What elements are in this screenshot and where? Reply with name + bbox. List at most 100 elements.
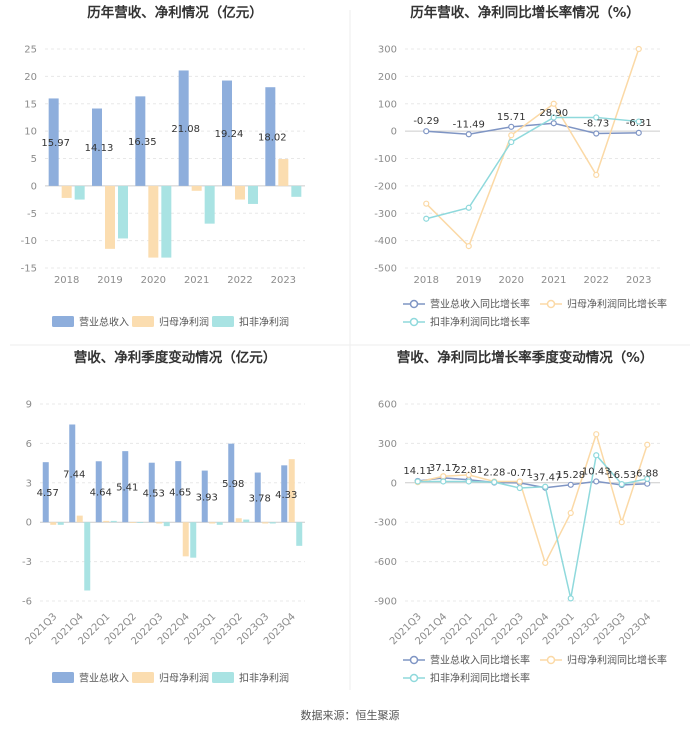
bar-revenue xyxy=(281,465,288,523)
legend-label-net-profit: 归母净利润同比增长率 xyxy=(567,654,667,667)
bar-value-label: 4.64 xyxy=(90,488,112,499)
point-deducted xyxy=(508,138,515,146)
y-tick-label: -3 xyxy=(22,557,32,568)
legend-swatch-deducted xyxy=(212,316,234,327)
point-net-profit xyxy=(593,431,600,438)
legend-marker-net-profit xyxy=(546,655,556,665)
bar-value-label: 3.93 xyxy=(196,492,218,503)
bar-value-label: 4.53 xyxy=(143,488,165,499)
line-value-label: 28.90 xyxy=(539,108,568,119)
bar-revenue xyxy=(175,461,182,523)
bar-deducted xyxy=(216,522,223,525)
bar-net-profit xyxy=(129,522,136,523)
line-value-label: -0.29 xyxy=(413,116,439,127)
point-deducted xyxy=(465,204,472,211)
bar-net-profit xyxy=(288,459,295,523)
point-net-profit xyxy=(644,441,651,448)
bar-net-profit xyxy=(148,185,159,258)
point-net-profit xyxy=(423,200,430,207)
point-net-profit xyxy=(440,473,447,480)
line-value-label: -37.47 xyxy=(529,473,561,484)
point-net-profit xyxy=(465,243,472,250)
bar-value-label: 16.35 xyxy=(128,137,157,148)
x-tick-label: 2023 xyxy=(271,275,296,286)
point-revenue xyxy=(567,481,574,488)
chart-title-3: 营收、净利同比增长率季度变动情况（%） xyxy=(397,349,654,366)
point-deducted xyxy=(567,595,574,602)
bar-net-profit xyxy=(209,522,216,524)
legend-label-deducted: 扣非净利润同比增长率 xyxy=(430,316,530,329)
line-value-label: 15.28 xyxy=(556,470,585,481)
point-revenue xyxy=(465,131,472,138)
line-net-profit xyxy=(425,48,640,248)
x-tick-label: 2018 xyxy=(54,275,79,286)
y-tick-label: 300 xyxy=(378,45,397,56)
bar-revenue xyxy=(254,472,261,523)
legend-label-net-profit: 归母净利润 xyxy=(159,672,209,685)
bar-deducted xyxy=(110,520,117,523)
line-revenue xyxy=(426,122,639,136)
y-tick-label: 0 xyxy=(391,127,397,138)
bar-revenue xyxy=(222,80,232,186)
bar-net-profit xyxy=(105,185,115,249)
bar-net-profit xyxy=(235,185,245,200)
x-tick-label: 2020 xyxy=(499,275,524,286)
bar-net-profit xyxy=(61,185,72,198)
y-tick-label: -500 xyxy=(374,264,397,275)
bar-value-label: 5.41 xyxy=(116,483,138,494)
line-net-profit xyxy=(417,431,648,565)
x-tick-label: 2022 xyxy=(227,275,252,286)
line-value-label: -6.31 xyxy=(626,118,652,129)
bar-value-label: 4.65 xyxy=(169,488,191,499)
legend-swatch-net-profit xyxy=(132,672,154,683)
bar-revenue xyxy=(201,470,208,523)
bar-revenue xyxy=(95,461,102,523)
point-deducted xyxy=(491,479,498,486)
data-source-note: 数据来源：恒生聚源 xyxy=(300,709,400,722)
legend-marker-revenue xyxy=(409,655,419,665)
bar-value-label: 15.97 xyxy=(41,138,70,149)
line-revenue xyxy=(417,477,648,489)
legend-label-deducted: 扣非净利润同比增长率 xyxy=(430,672,530,685)
x-tick-label: 2019 xyxy=(456,275,481,286)
bar-deducted xyxy=(161,185,172,258)
y-tick-label: 0 xyxy=(26,518,32,529)
bar-deducted xyxy=(291,185,302,197)
x-tick-label: 2021 xyxy=(184,275,209,286)
y-tick-label: -400 xyxy=(374,236,397,247)
point-deducted xyxy=(516,484,523,492)
bar-deducted xyxy=(57,522,64,525)
line-value-label: -11.49 xyxy=(453,119,485,130)
bar-revenue xyxy=(48,98,59,186)
point-deducted xyxy=(593,114,600,121)
line-value-label: 16.53 xyxy=(607,470,636,481)
line-value-label: 14.11 xyxy=(403,466,432,477)
bar-net-profit xyxy=(235,518,242,523)
bar-deducted xyxy=(269,522,276,524)
bar-value-label: 7.44 xyxy=(63,469,85,480)
legend-label-net-profit: 归母净利润 xyxy=(159,316,209,329)
y-tick-label: 100 xyxy=(378,99,397,110)
legend-label-deducted: 扣非净利润 xyxy=(239,672,289,685)
point-revenue xyxy=(508,123,515,130)
y-tick-label: -15 xyxy=(21,264,37,275)
point-deducted xyxy=(618,481,625,488)
y-tick-label: -5 xyxy=(27,209,37,220)
point-net-profit xyxy=(567,509,574,517)
line-value-label: 22.81 xyxy=(454,465,483,476)
bar-value-label: 18.02 xyxy=(258,133,287,144)
bar-deducted xyxy=(84,522,91,591)
x-tick-label: 2021 xyxy=(541,275,566,286)
legend-swatch-deducted xyxy=(212,672,234,683)
y-tick-label: 5 xyxy=(31,154,37,165)
bar-net-profit xyxy=(262,522,269,524)
bar-deducted xyxy=(296,522,303,546)
point-deducted xyxy=(440,478,447,485)
y-tick-label: 3 xyxy=(26,478,32,489)
legend-label-revenue: 营业总收入 xyxy=(79,672,129,685)
point-revenue xyxy=(635,129,642,136)
point-revenue xyxy=(423,128,430,135)
legend-marker-deducted xyxy=(409,317,419,327)
x-tick-label: 2019 xyxy=(97,275,122,286)
